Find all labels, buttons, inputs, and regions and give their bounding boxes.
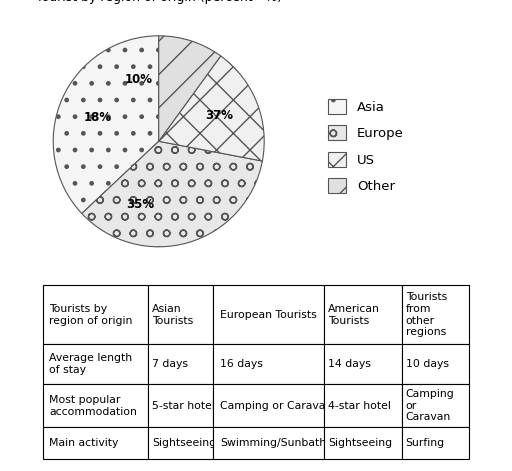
Wedge shape [82, 141, 262, 247]
Text: 18%: 18% [84, 111, 112, 124]
Wedge shape [159, 36, 221, 141]
Text: 37%: 37% [205, 109, 233, 122]
Text: 10%: 10% [124, 73, 153, 86]
Legend: Asia, Europe, US, Other: Asia, Europe, US, Other [324, 95, 408, 197]
Wedge shape [159, 56, 264, 161]
Text: 35%: 35% [126, 198, 155, 211]
Title: Tourist by region of origin (percent - %): Tourist by region of origin (percent - %… [36, 0, 282, 4]
Wedge shape [53, 36, 159, 213]
